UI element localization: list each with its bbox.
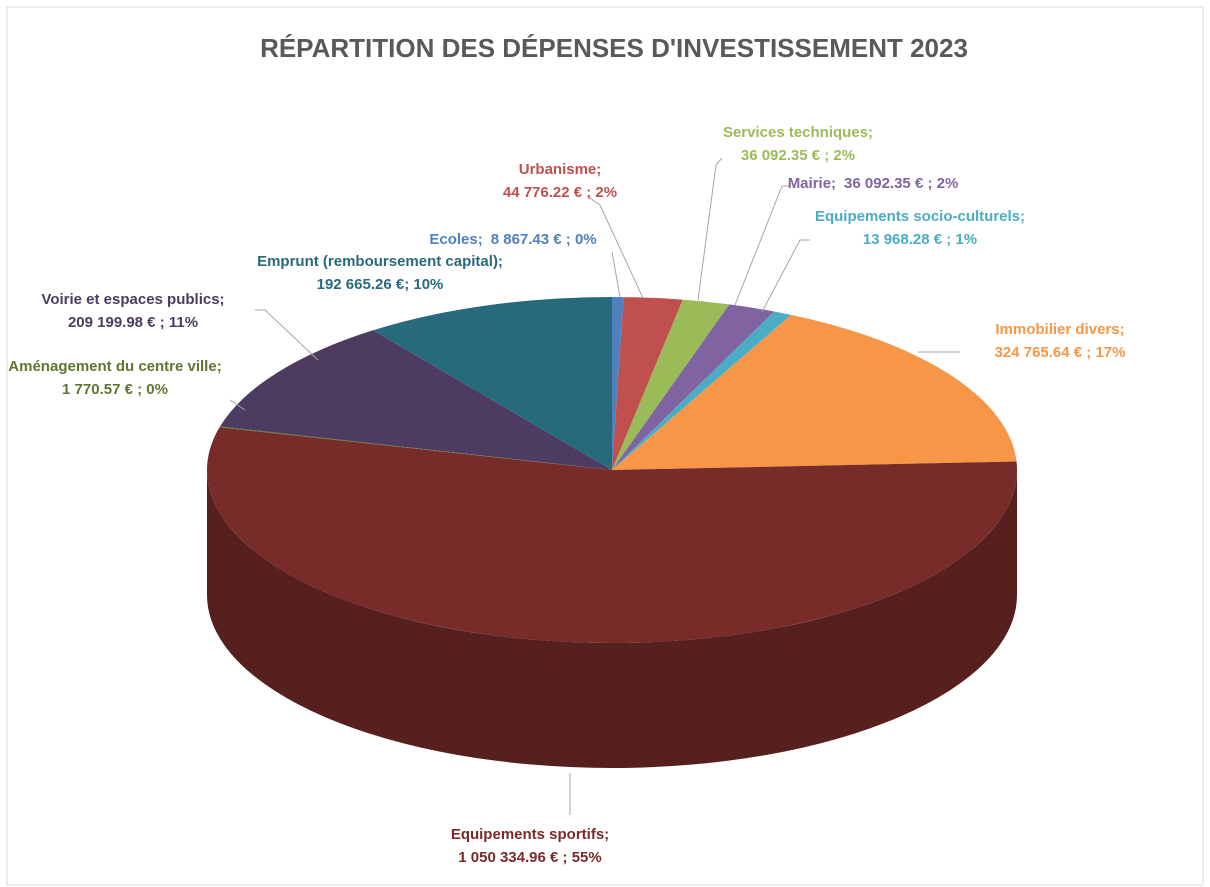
category-label: Voirie et espaces publics; [41, 291, 224, 308]
category-label: Urbanisme; [519, 161, 602, 178]
slice [612, 297, 683, 470]
slice-side [207, 470, 1017, 768]
slice [612, 297, 624, 470]
data-label: Equipements socio-culturels; 13 968.28 € … [815, 208, 1025, 248]
value-label: 192 665.26 €; 10% [317, 276, 444, 293]
category-label: Services techniques; [723, 124, 873, 141]
leader-line [761, 239, 810, 313]
slice [373, 297, 612, 470]
value-label: 1 050 334.96 € ; 55% [458, 849, 601, 866]
data-label: Aménagement du centre ville; 1 770.57 € ;… [8, 358, 221, 398]
leader-line [255, 309, 319, 361]
value-label: 36 092.35 € ; 2% [741, 147, 855, 164]
data-label: Ecoles; 8 867.43 € ; 0% [429, 231, 596, 248]
data-label: Urbanisme; 44 776.22 € ; 2% [503, 161, 617, 201]
value-label: 44 776.22 € ; 2% [503, 184, 617, 201]
category-label: Mairie; [788, 175, 836, 192]
category-label: Aménagement du centre ville; [8, 358, 221, 375]
slice [207, 427, 1017, 643]
data-label: Immobilier divers; 324 765.64 € ; 17% [995, 321, 1126, 361]
slice [612, 311, 792, 470]
leader-line [734, 185, 790, 306]
leader-line [611, 251, 621, 298]
value-label: 36 092.35 € ; 2% [844, 175, 958, 192]
category-label: Equipements socio-culturels; [815, 208, 1025, 225]
data-label: Mairie; 36 092.35 € ; 2% [788, 175, 959, 192]
slice [612, 299, 730, 470]
slice [612, 304, 775, 470]
chart-title: RÉPARTITION DES DÉPENSES D'INVESTISSEMEN… [260, 33, 968, 63]
data-label: Emprunt (remboursement capital); 192 665.… [257, 253, 503, 293]
data-label: Services techniques; 36 092.35 € ; 2% [723, 124, 873, 164]
slice [220, 330, 612, 470]
leader-line [697, 157, 723, 301]
slice [219, 426, 612, 470]
value-label: 209 199.98 € ; 11% [68, 314, 198, 331]
leader-line [589, 197, 644, 299]
value-label: 1 770.57 € ; 0% [62, 381, 168, 398]
category-label: Equipements sportifs; [451, 826, 609, 843]
leader-line [229, 399, 246, 411]
category-label: Ecoles; [429, 231, 482, 248]
slice [612, 314, 1017, 470]
value-label: 13 968.28 € ; 1% [863, 231, 977, 248]
value-label: 324 765.64 € ; 17% [995, 344, 1126, 361]
data-label: Voirie et espaces publics; 209 199.98 € ;… [41, 291, 224, 331]
data-label: Equipements sportifs; 1 050 334.96 € ; 55… [451, 826, 609, 866]
category-label: Emprunt (remboursement capital); [257, 253, 503, 270]
value-label: 8 867.43 € ; 0% [491, 231, 597, 248]
category-label: Immobilier divers; [995, 321, 1124, 338]
